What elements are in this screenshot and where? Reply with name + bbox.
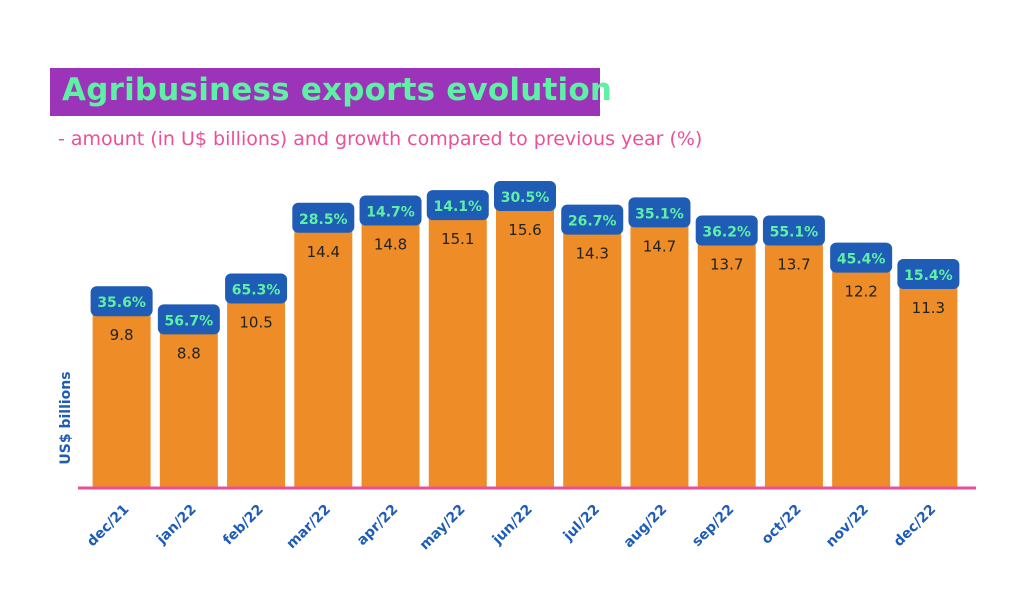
x-tick-label: jul/22 [560,502,603,545]
bar-apr-22 [361,219,420,488]
bar-dec-22 [899,283,958,488]
x-tick-label: may/22 [417,502,469,554]
value-label: 11.3 [912,299,945,317]
growth-label: 30.5% [501,190,550,206]
value-label: 13.7 [777,255,810,273]
bar-jun-22 [496,205,554,488]
growth-badge [762,215,825,246]
y-axis-label: US$ billions [58,371,74,464]
growth-badge [695,215,758,246]
growth-label: 15.4% [904,268,953,284]
bar-oct-22 [764,239,823,488]
value-label: 12.2 [844,283,877,301]
chart-subtitle: - amount (in U$ billions) and growth com… [58,128,703,150]
value-label: 14.8 [374,236,407,254]
growth-label: 35.6% [97,295,146,311]
growth-label: 45.4% [837,252,886,268]
growth-label: 65.3% [232,283,281,299]
growth-badge [157,304,220,335]
bar-jan-22 [159,328,218,488]
value-label: 13.7 [710,255,743,273]
growth-badge [225,273,288,304]
bars-layer [92,205,958,489]
x-tick-label: apr/22 [354,502,401,549]
bar-mar-22 [294,226,353,488]
title-background [50,68,600,116]
x-tick-label: dec/21 [84,502,132,550]
bar-nov-22 [832,266,891,488]
value-label: 10.5 [239,314,272,332]
value-label: 15.6 [508,221,541,239]
x-tick-label: feb/22 [220,502,267,549]
x-tick-label: jun/22 [489,502,536,549]
growth-label: 56.7% [165,313,214,329]
tick-labels-layer: dec/21 jan/22 feb/22 mar/22 apr/22 may/22 jun/… [84,502,939,554]
growth-label: 14.7% [366,205,415,221]
growth-badge [494,181,556,211]
growth-badge [897,259,960,290]
bar-aug-22 [630,221,689,489]
growth-label: 35.1% [635,206,684,222]
x-tick-label: mar/22 [284,502,335,553]
value-label: 9.8 [110,326,134,344]
bar-dec-21 [92,310,151,488]
value-label: 14.4 [307,243,340,261]
bar-jul-22 [563,228,622,489]
x-tick-label: aug/22 [621,502,671,552]
bar-sep-22 [697,239,756,488]
labels-layer: 35.6% 9.8 56.7% 8.8 65.3% 10.5 28.5% 14.4 14.7% 1… [90,181,960,362]
value-label: 8.8 [177,344,201,362]
growth-badge [628,197,691,228]
bar-feb-22 [227,297,286,488]
growth-badge [359,195,422,226]
growth-badge [292,202,355,233]
x-tick-label: jan/22 [153,502,200,549]
value-label: 15.1 [441,230,474,248]
value-label: 14.7 [643,237,676,255]
chart-title: Agribusiness exports evolution [62,72,613,108]
growth-label: 14.1% [433,199,482,215]
growth-label: 28.5% [299,212,348,228]
growth-label: 36.2% [702,224,751,240]
x-tick-label: oct/22 [759,502,805,548]
value-label: 14.3 [576,245,609,263]
growth-label: 55.1% [770,224,819,240]
growth-badge [830,242,893,273]
x-tick-label: nov/22 [823,502,872,551]
x-tick-label: sep/22 [689,502,737,550]
growth-badge [426,190,489,221]
bar-may-22 [428,214,487,489]
x-tick-label: dec/22 [891,502,939,550]
growth-badge [561,204,624,235]
growth-badge [90,286,153,317]
growth-label: 26.7% [568,214,617,230]
